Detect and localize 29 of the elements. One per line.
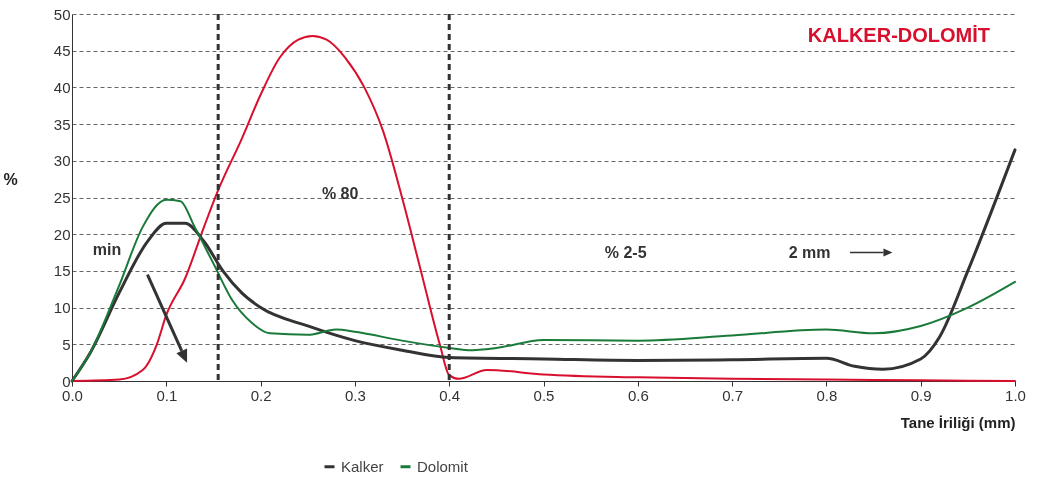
x-tick-label: 0.1: [156, 386, 178, 404]
y-tick-label: 35: [53, 115, 71, 133]
y-tick-label: 5: [62, 335, 71, 353]
x-tick-label: 0.5: [533, 386, 555, 404]
legend-label: Kalker: [341, 457, 384, 475]
x-tick-label: 0.9: [910, 386, 932, 404]
annotation: 2 mm: [788, 243, 831, 261]
y-tick-label: 50: [53, 5, 71, 23]
y-tick-label: 20: [53, 225, 71, 243]
annotation: % 80: [321, 184, 359, 202]
y-tick-label: 15: [53, 262, 71, 280]
y-tick-label: 40: [53, 78, 71, 96]
x-tick-label: 0.4: [439, 386, 461, 404]
annotation: min: [92, 241, 122, 259]
y-tick-label: 45: [53, 42, 71, 60]
x-axis-title: Tane İriliği (mm): [900, 413, 1016, 431]
x-tick-label: 0.7: [722, 386, 744, 404]
y-tick-label: 25: [53, 189, 71, 206]
text: KALKER-DOLOMİT: [807, 24, 990, 46]
x-tick-label: 0.2: [250, 386, 272, 404]
x-tick-label: 0.6: [627, 386, 649, 404]
x-tick-label: 0.3: [344, 386, 366, 404]
annotation: % 2-5: [604, 243, 647, 261]
x-tick-label: 1.0: [1005, 386, 1026, 404]
legend-label: Dolomit: [417, 457, 469, 475]
y-axis-title: %: [3, 171, 18, 188]
y-tick-label: 10: [53, 299, 71, 317]
x-tick-label: 0.8: [816, 386, 838, 404]
y-tick-label: 30: [53, 152, 71, 170]
